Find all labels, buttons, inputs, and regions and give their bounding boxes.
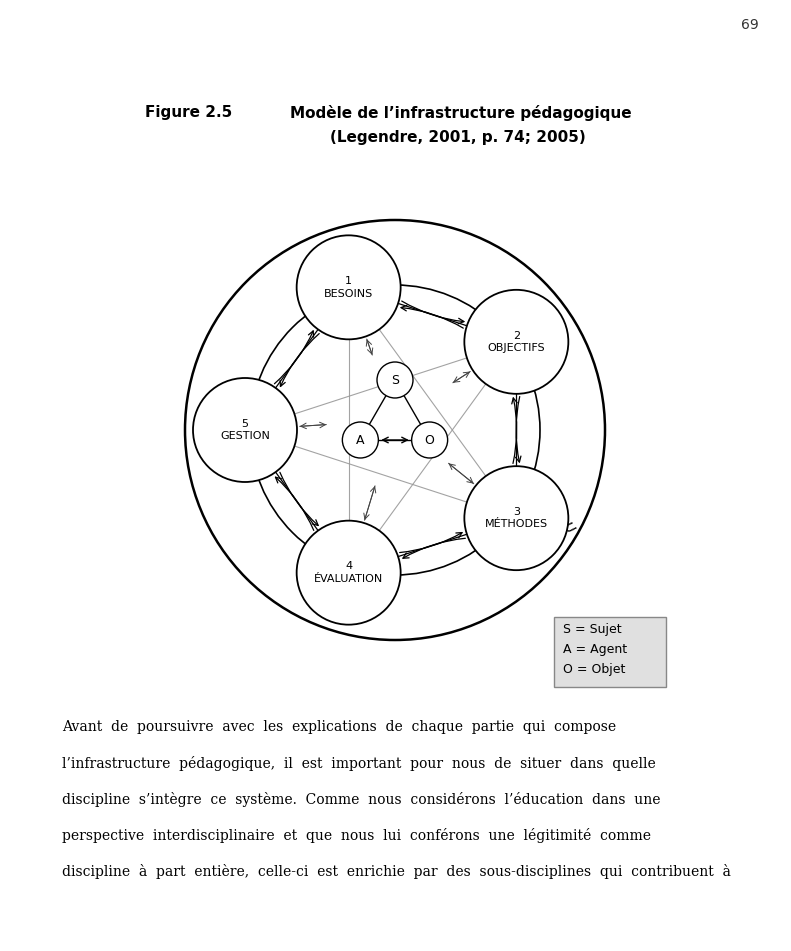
Text: l’infrastructure  pédagogique,  il  est  important  pour  nous  de  situer  dans: l’infrastructure pédagogique, il est imp… bbox=[62, 756, 656, 771]
Circle shape bbox=[297, 235, 401, 340]
Text: O: O bbox=[425, 434, 434, 447]
Text: perspective  interdisciplinaire  et  que  nous  lui  conférons  une  légitimité : perspective interdisciplinaire et que no… bbox=[62, 828, 651, 843]
Circle shape bbox=[297, 520, 401, 625]
Circle shape bbox=[377, 362, 413, 398]
Text: 69: 69 bbox=[741, 18, 759, 32]
Text: 5
GESTION: 5 GESTION bbox=[220, 418, 270, 441]
Circle shape bbox=[464, 466, 569, 571]
FancyBboxPatch shape bbox=[554, 617, 666, 687]
Text: 4
ÉVALUATION: 4 ÉVALUATION bbox=[314, 561, 384, 584]
Text: O = Objet: O = Objet bbox=[563, 664, 626, 676]
Text: 2
OBJECTIFS: 2 OBJECTIFS bbox=[487, 331, 545, 353]
Text: 3
MÉTHODES: 3 MÉTHODES bbox=[485, 507, 548, 530]
Text: discipline  s’intègre  ce  système.  Comme  nous  considérons  l’éducation  dans: discipline s’intègre ce système. Comme n… bbox=[62, 792, 660, 807]
Text: (Legendre, 2001, p. 74; 2005): (Legendre, 2001, p. 74; 2005) bbox=[330, 130, 586, 145]
Text: discipline  à  part  entière,  celle-ci  est  enrichie  par  des  sous-disciplin: discipline à part entière, celle-ci est … bbox=[62, 864, 731, 879]
Text: A = Agent: A = Agent bbox=[563, 644, 627, 656]
Circle shape bbox=[411, 422, 448, 458]
Circle shape bbox=[464, 290, 569, 394]
Circle shape bbox=[343, 422, 378, 458]
Text: M I L I E U: M I L I E U bbox=[524, 474, 577, 536]
Circle shape bbox=[193, 378, 297, 482]
Text: Avant  de  poursuivre  avec  les  explications  de  chaque  partie  qui  compose: Avant de poursuivre avec les explication… bbox=[62, 720, 616, 734]
Text: S: S bbox=[391, 374, 399, 386]
Text: Figure 2.5: Figure 2.5 bbox=[145, 105, 233, 120]
Text: Modèle de l’infrastructure pédagogique: Modèle de l’infrastructure pédagogique bbox=[290, 105, 632, 121]
Text: 1
BESOINS: 1 BESOINS bbox=[324, 276, 373, 299]
Text: A: A bbox=[356, 434, 365, 447]
Text: S = Sujet: S = Sujet bbox=[563, 624, 622, 636]
